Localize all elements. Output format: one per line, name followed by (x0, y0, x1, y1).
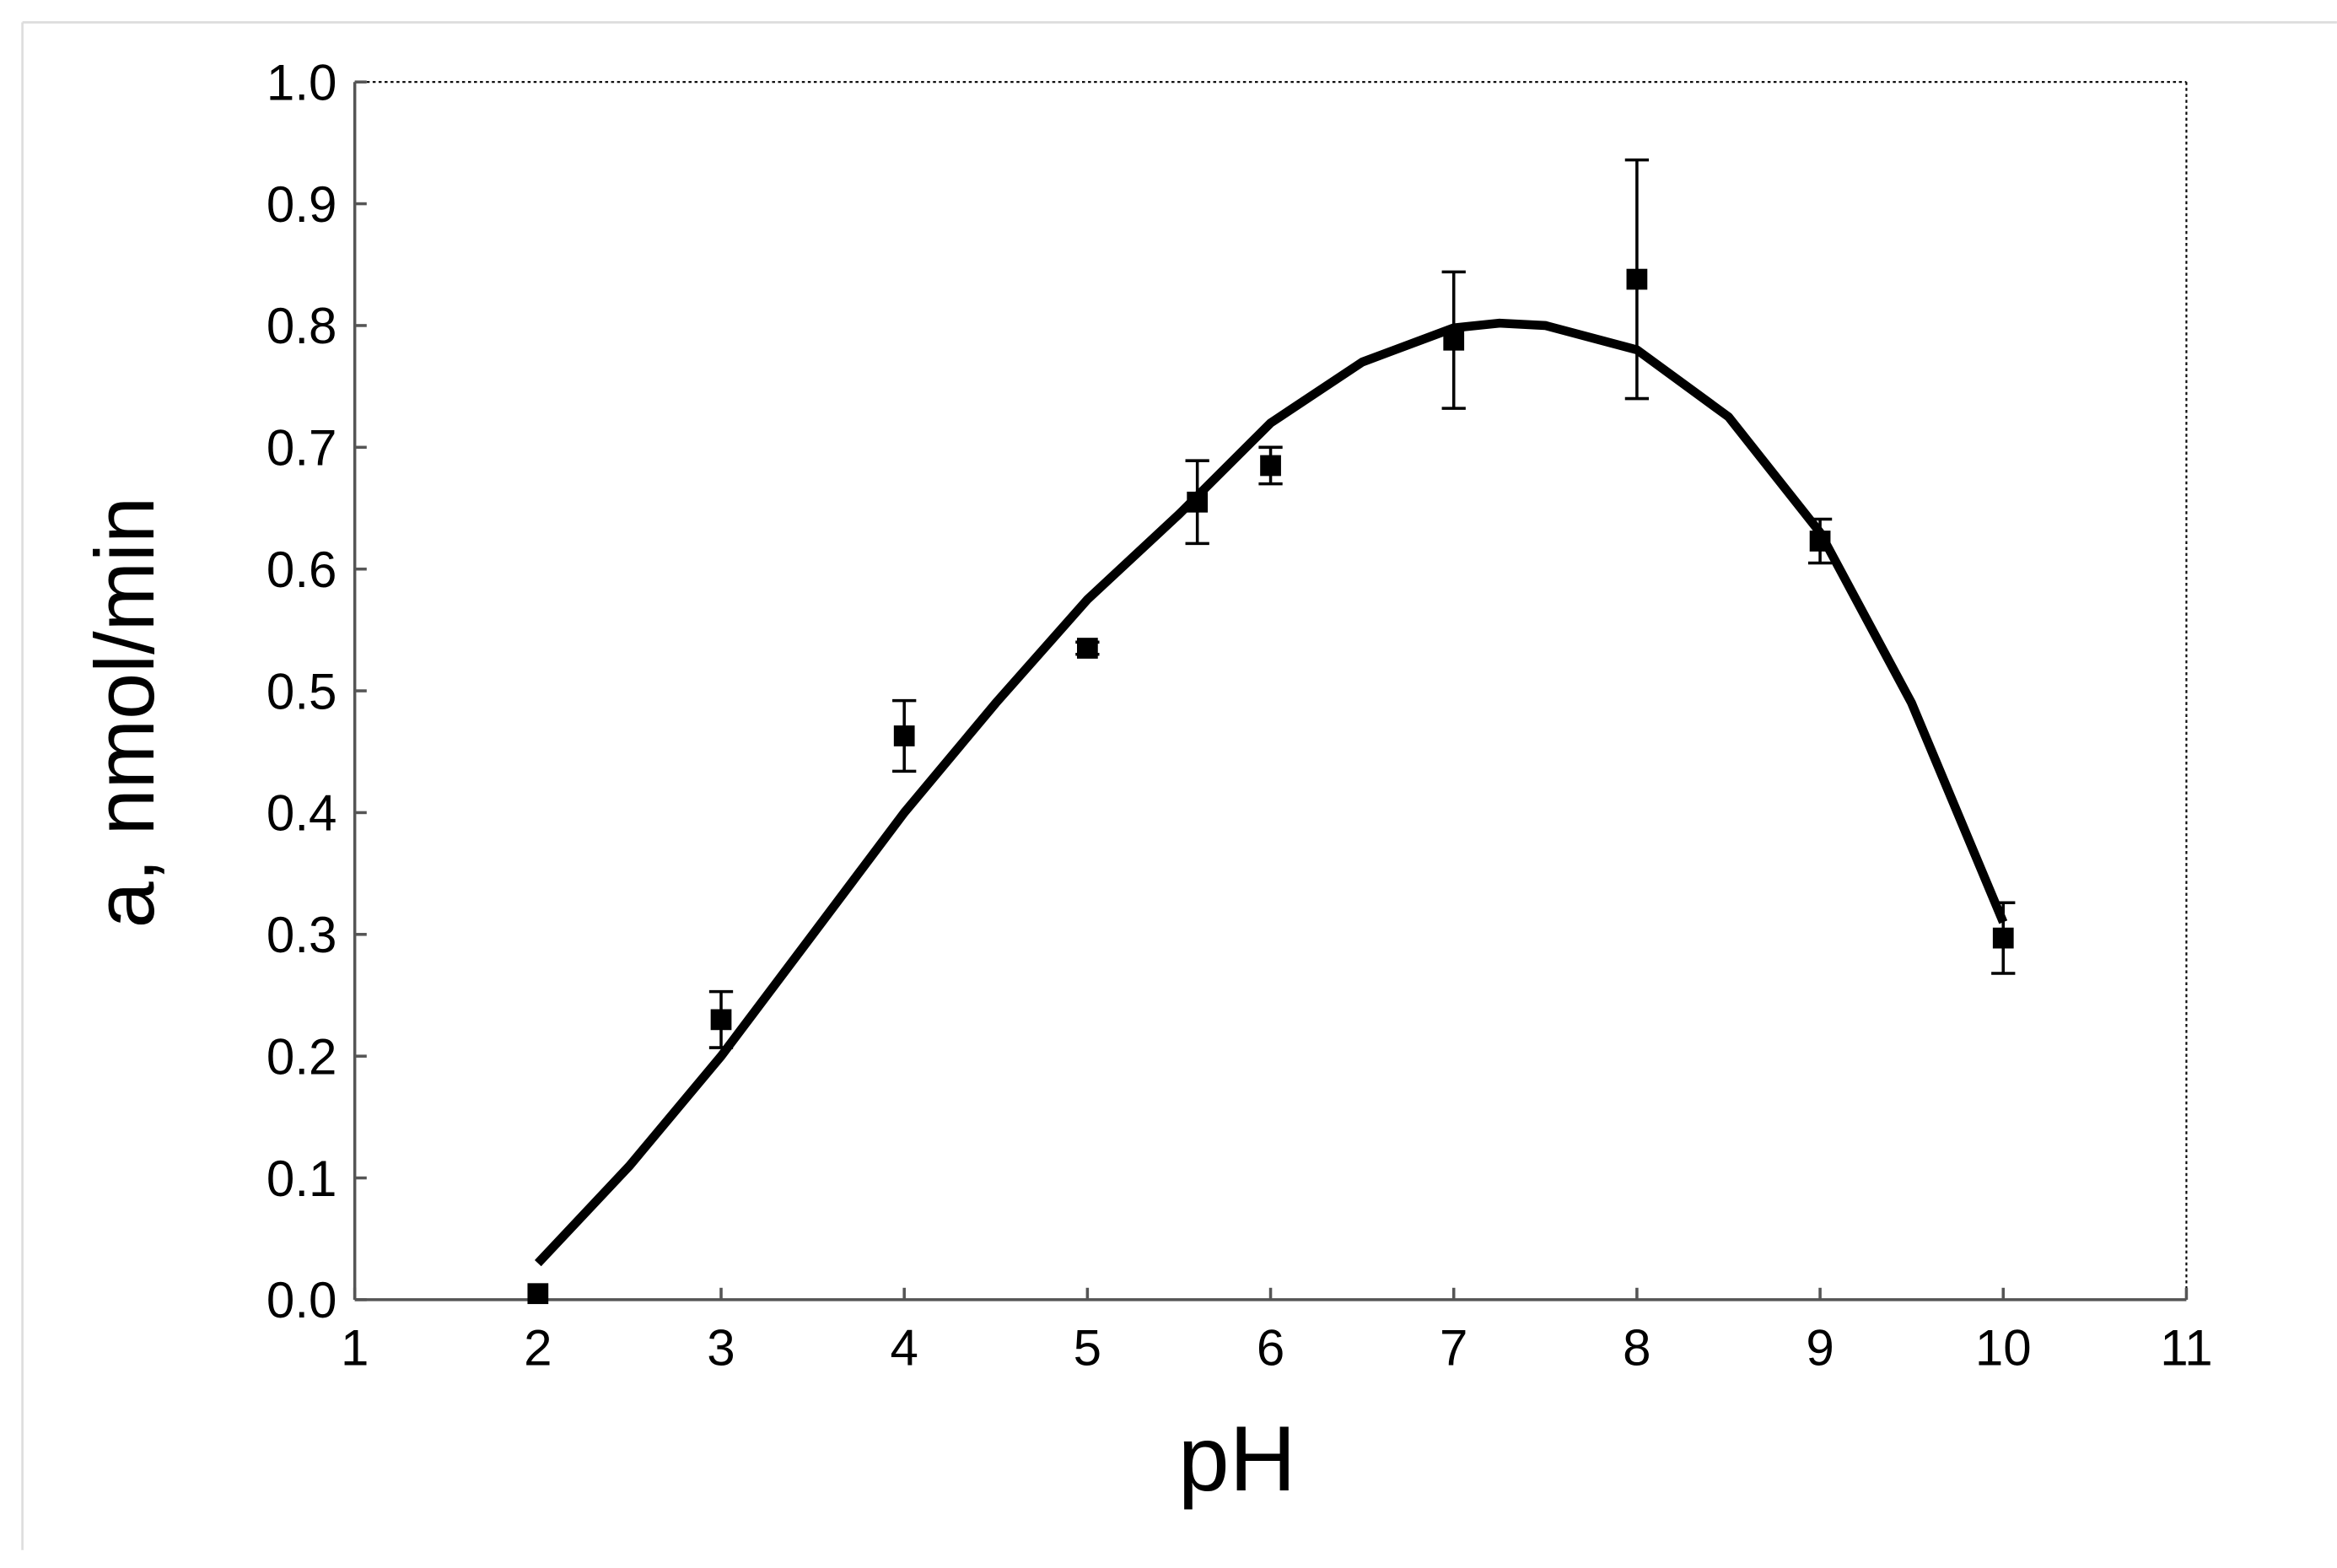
data-point (1626, 268, 1648, 290)
y-tick-label: 0.9 (267, 176, 337, 233)
x-tick-label: 9 (1806, 1320, 1834, 1377)
x-tick-label: 6 (1257, 1320, 1284, 1377)
data-point (710, 1009, 732, 1031)
fit-line (534, 318, 2008, 1267)
data-point (893, 725, 915, 746)
x-tick-label: 10 (1975, 1320, 2032, 1377)
y-tick-label: 0.1 (267, 1150, 337, 1207)
y-tick-label: 0.5 (267, 663, 337, 719)
x-tick-label: 11 (2160, 1320, 2212, 1377)
y-tick-label: 1.0 (267, 54, 337, 110)
x-tick-label: 7 (1440, 1320, 1467, 1377)
x-tick-label: 3 (707, 1320, 735, 1377)
x-tick-label: 1 (341, 1320, 369, 1377)
y-axis-label: a, nmol/min (78, 497, 171, 928)
x-axis-label: pH (1178, 1408, 1296, 1511)
x-tick-label: 2 (524, 1320, 552, 1377)
y-tick-label: 0.3 (267, 907, 337, 963)
y-tick-label: 0.4 (267, 785, 337, 842)
x-tick-label: 4 (890, 1320, 918, 1377)
y-tick-label: 0.7 (267, 420, 337, 477)
data-point (1260, 455, 1281, 477)
y-tick-label: 0.6 (267, 542, 337, 598)
data-point (527, 1283, 549, 1305)
x-tick-label: 5 (1074, 1320, 1101, 1377)
y-tick-label: 0.2 (267, 1028, 337, 1085)
x-tick-label: 8 (1623, 1320, 1650, 1377)
data-point (1992, 927, 2014, 949)
data-point (1076, 638, 1098, 659)
y-tick-label: 0.0 (267, 1272, 337, 1328)
y-tick-label: 0.8 (267, 298, 337, 354)
